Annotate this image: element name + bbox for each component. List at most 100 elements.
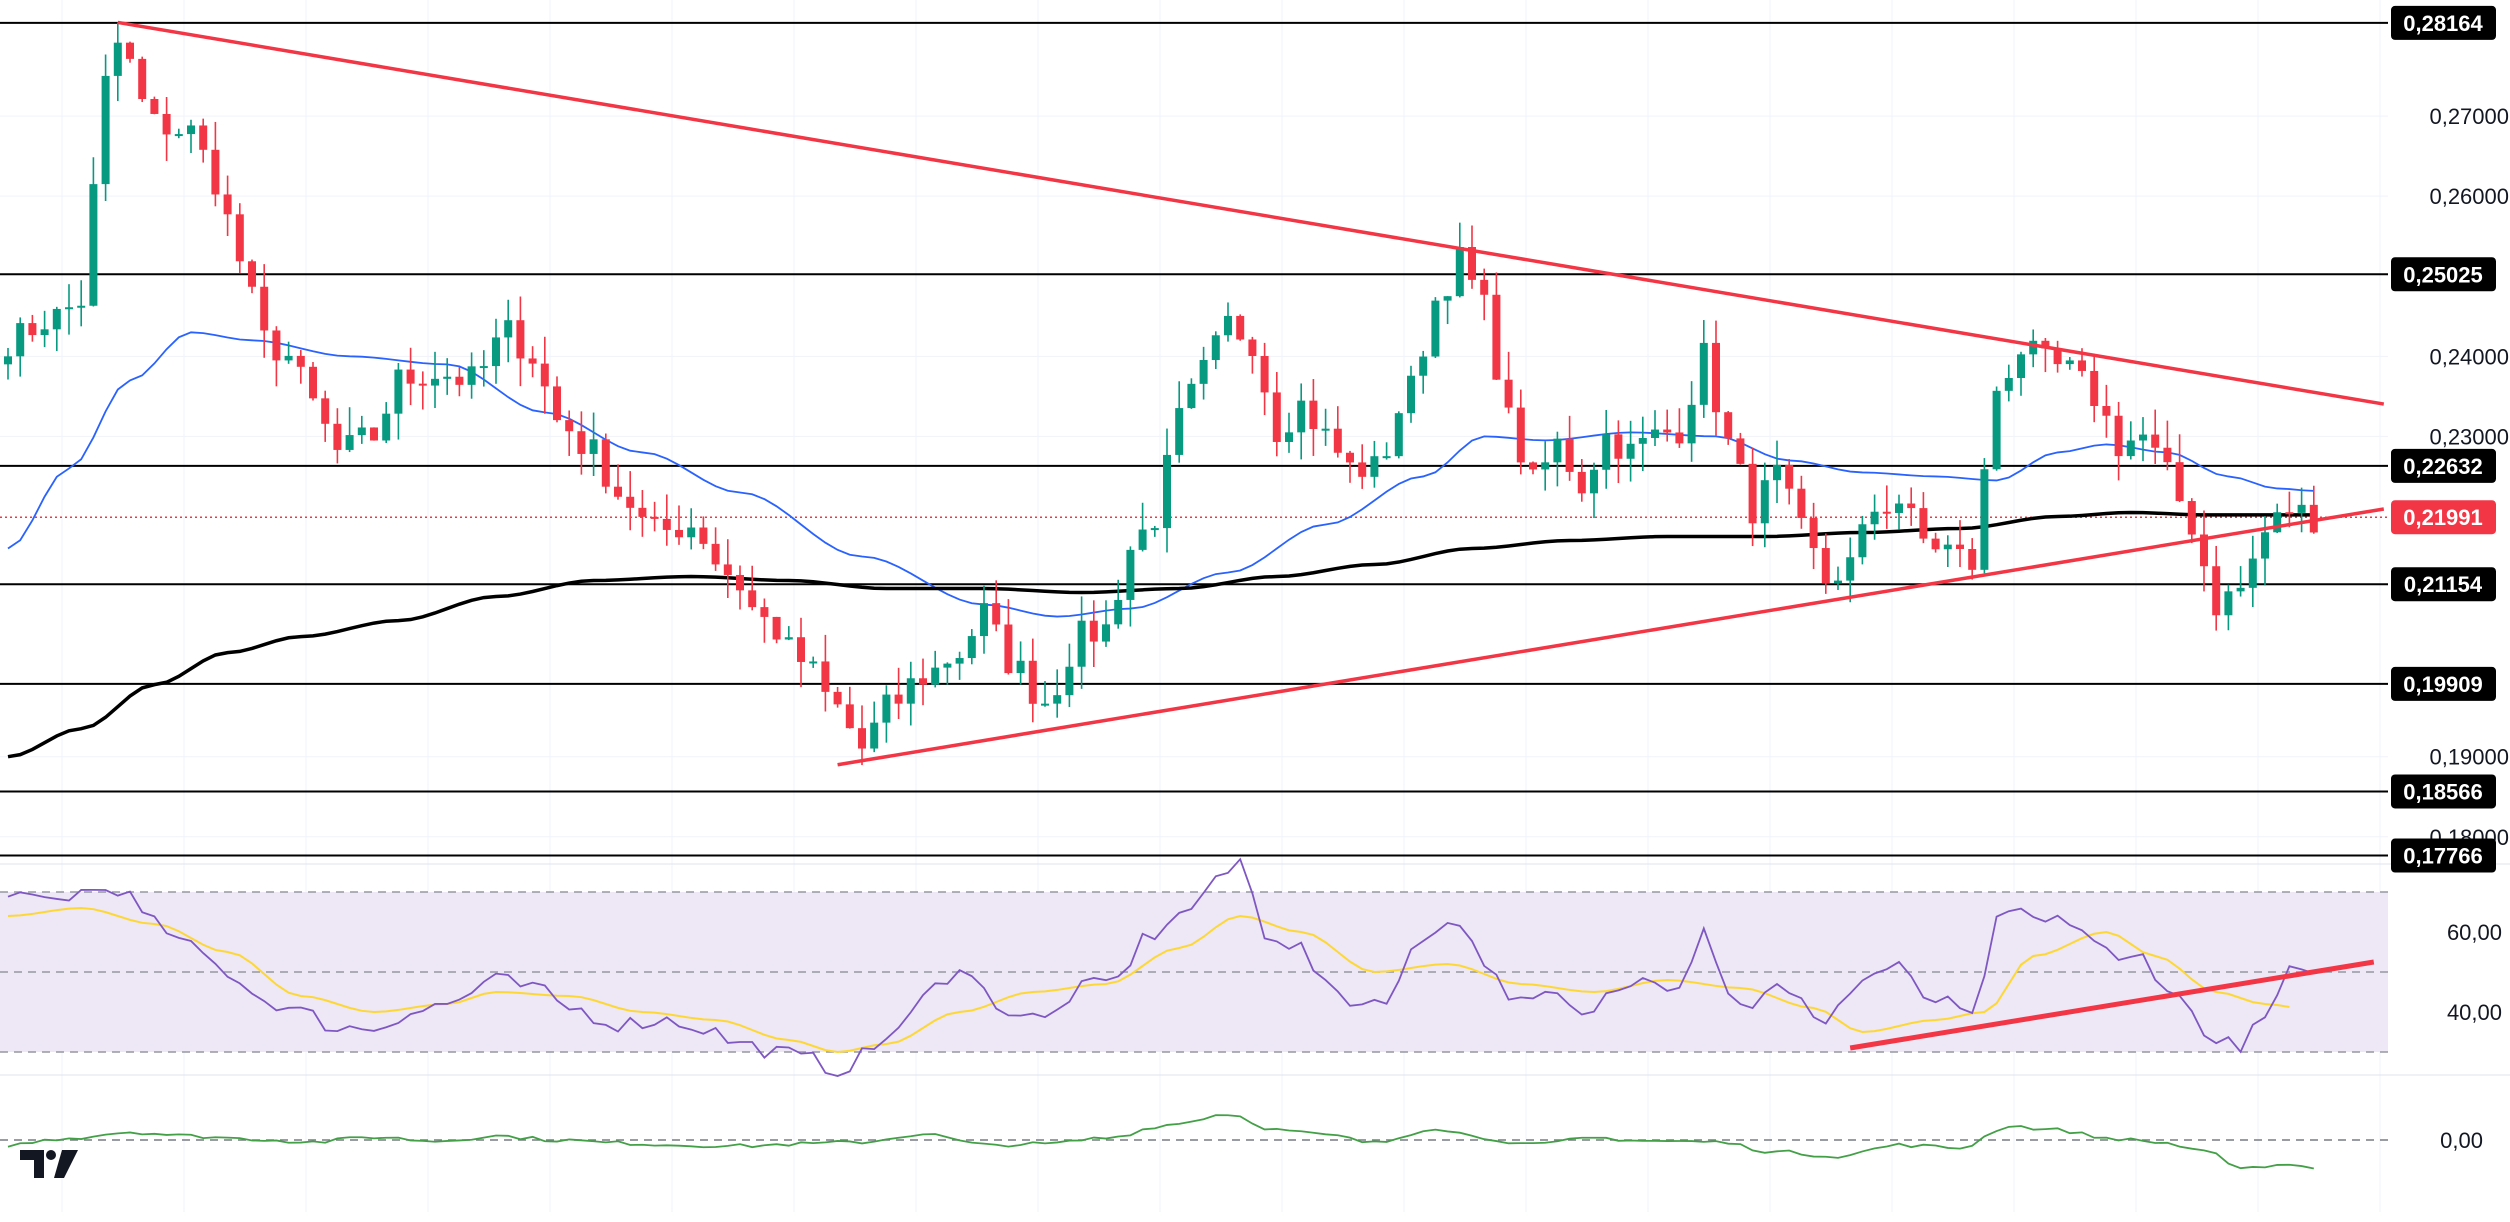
candle-down xyxy=(638,490,647,537)
candle-body xyxy=(394,369,403,414)
candle-down xyxy=(138,56,147,103)
candle-up xyxy=(1419,350,1428,394)
candle-up xyxy=(1065,643,1074,708)
candle-body xyxy=(2187,501,2196,535)
candle-body xyxy=(284,355,293,361)
level-badge-label: 0,22632 xyxy=(2403,454,2483,479)
level-badge-bg xyxy=(2391,774,2496,809)
candle-body xyxy=(1016,660,1025,674)
candle-down xyxy=(760,598,769,643)
candle-body xyxy=(675,529,683,538)
candle-down xyxy=(1809,502,1818,570)
candle-up xyxy=(1016,641,1025,685)
price-tick-label: 0,27000 xyxy=(2429,104,2509,129)
candle-up xyxy=(1858,515,1867,565)
candle-body xyxy=(931,667,940,685)
candle-up xyxy=(1638,416,1647,471)
candle-body xyxy=(2212,566,2221,616)
candle-body xyxy=(2163,447,2172,463)
candle-down xyxy=(248,259,256,294)
candle-body xyxy=(199,125,208,150)
candle-up xyxy=(1834,566,1842,590)
candle-up xyxy=(1102,600,1110,647)
candle-up xyxy=(1992,386,2001,471)
candle-body xyxy=(321,398,330,424)
candle-up xyxy=(1773,440,1781,503)
level-badge-label: 0,21154 xyxy=(2404,572,2483,597)
candle-down xyxy=(1919,492,1928,544)
candle-body xyxy=(992,603,1001,625)
candle-body xyxy=(162,113,171,135)
candle-down xyxy=(1089,600,1098,668)
candle-down xyxy=(528,346,537,378)
current-price-badge-bg xyxy=(2391,500,2496,535)
candle-up xyxy=(1455,222,1464,298)
candle-body xyxy=(2297,504,2306,513)
candle-down xyxy=(150,96,159,115)
candle-up xyxy=(1163,428,1171,553)
candle-body xyxy=(797,637,805,662)
candle-body xyxy=(919,678,927,685)
candle-body xyxy=(370,427,378,441)
momentum-pane xyxy=(0,1114,2388,1170)
candle-up xyxy=(980,585,988,654)
candle-down xyxy=(553,376,561,423)
candle-up xyxy=(1590,462,1598,519)
candle-body xyxy=(2139,434,2147,441)
candle-down xyxy=(845,686,854,729)
price-tick-label: 0,24000 xyxy=(2429,344,2509,369)
candle-up xyxy=(1626,420,1635,482)
candle-up xyxy=(1394,411,1403,459)
candle-body xyxy=(528,358,537,364)
candle-body xyxy=(1895,503,1903,513)
candle-up xyxy=(1041,681,1049,707)
candle-body xyxy=(2175,462,2184,502)
candle-body xyxy=(223,194,232,215)
trend-lines[interactable] xyxy=(117,20,2385,767)
candle-body xyxy=(1260,355,1269,393)
candle-body xyxy=(1907,503,1916,509)
candle-up xyxy=(1126,546,1135,627)
candle-down xyxy=(894,667,903,720)
current-price-label: 0,21991 xyxy=(2403,505,2483,530)
candle-body xyxy=(1492,294,1501,380)
candle-body xyxy=(1394,413,1403,457)
candle-body xyxy=(2261,532,2269,559)
candle-body xyxy=(1748,463,1757,524)
candle-up xyxy=(394,362,403,440)
candle-up xyxy=(89,157,98,307)
candle-up xyxy=(2248,535,2257,607)
candle-down xyxy=(1821,533,1830,594)
candle-body xyxy=(16,323,25,357)
candle-body xyxy=(2309,504,2318,533)
candle-body xyxy=(418,383,427,386)
candle-up xyxy=(187,119,195,153)
candle-down xyxy=(675,505,683,545)
current-price-badge: 0,21991 xyxy=(2391,500,2496,535)
candle-down xyxy=(1577,459,1586,502)
candle-up xyxy=(357,415,366,444)
candle-body xyxy=(2151,434,2160,448)
candle-up xyxy=(492,318,500,384)
price-tick-label: 0,19000 xyxy=(2429,745,2509,770)
candle-body xyxy=(333,423,342,450)
rsi-trend-line xyxy=(1849,959,2375,1051)
candle-body xyxy=(906,678,915,704)
candle-body xyxy=(4,356,12,365)
candle-body xyxy=(492,337,500,367)
candle-down xyxy=(711,527,720,571)
candle-body xyxy=(272,330,281,361)
candle-up xyxy=(1602,409,1611,489)
candle-body xyxy=(2102,405,2111,416)
candle-body xyxy=(1370,456,1379,477)
price-axis[interactable]: 0,270000,260000,240000,230000,190000,180… xyxy=(2391,5,2509,1153)
candle-body xyxy=(1797,488,1806,518)
candle-down xyxy=(1712,320,1720,436)
candle-body xyxy=(760,607,769,617)
candle-down xyxy=(28,314,37,342)
candle-down xyxy=(748,565,757,611)
candle-down xyxy=(1492,272,1501,381)
candle-down xyxy=(626,471,635,531)
candle-down xyxy=(540,336,549,414)
